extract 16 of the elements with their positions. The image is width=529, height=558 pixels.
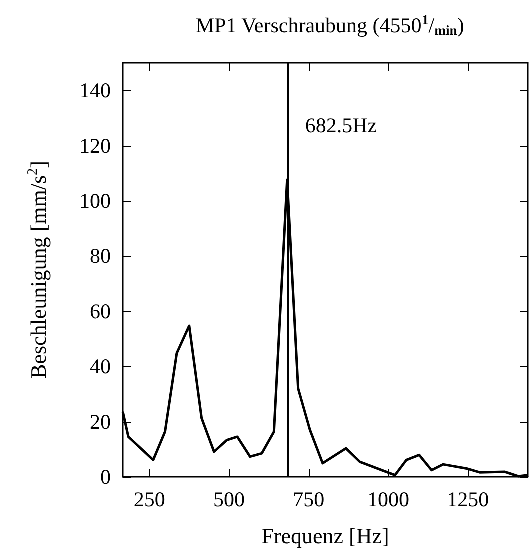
y-tick-label: 60 bbox=[90, 299, 111, 324]
y-tick-label: 0 bbox=[100, 465, 111, 489]
y-tick-label: 140 bbox=[80, 78, 111, 103]
y-tick-label: 80 bbox=[90, 244, 111, 268]
x-tick-label: 250 bbox=[134, 488, 166, 512]
y-tick-label: 100 bbox=[80, 189, 111, 213]
y-axis-title: Beschleunigung [mm/s2] bbox=[25, 161, 51, 379]
y-tick-label: 20 bbox=[90, 410, 111, 434]
x-tick-label: 500 bbox=[213, 488, 245, 512]
y-tick-label: 40 bbox=[90, 354, 111, 379]
y-tick-label: 120 bbox=[80, 134, 111, 158]
ref-line-label: 682.5Hz bbox=[305, 114, 378, 138]
x-axis-title: Frequenz [Hz] bbox=[262, 524, 390, 548]
x-tick-label: 1000 bbox=[367, 488, 410, 512]
x-tick-label: 750 bbox=[293, 488, 325, 512]
x-tick-label: 1250 bbox=[447, 488, 490, 512]
